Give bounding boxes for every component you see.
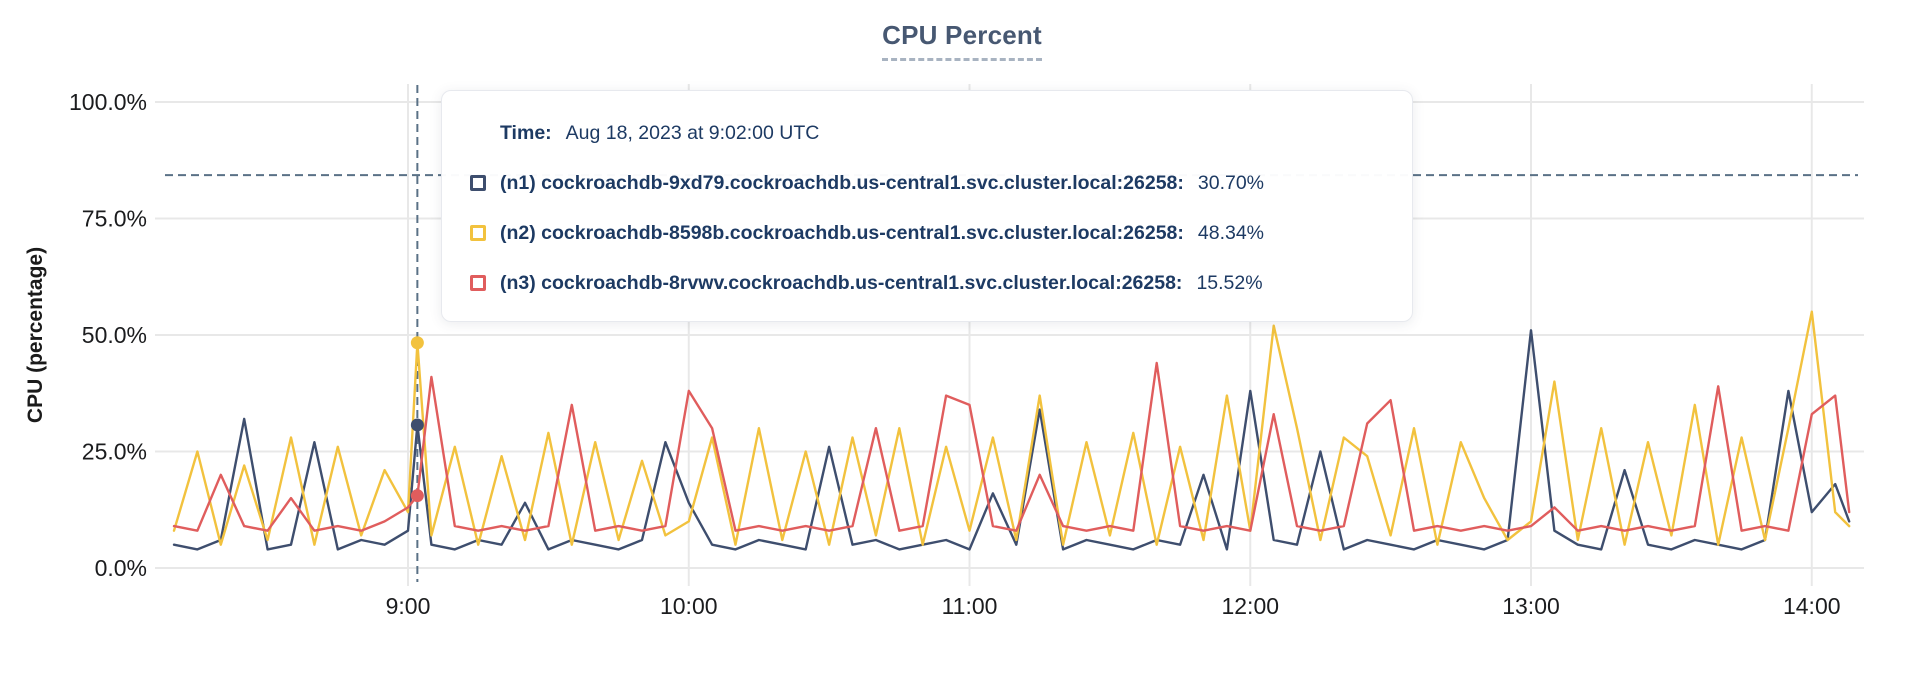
tooltip-time-row: Time: Aug 18, 2023 at 9:02:00 UTC	[500, 121, 1384, 145]
hover-dot-n1	[410, 418, 424, 432]
series-line-n2	[172, 310, 1851, 546]
series-swatch-icon	[470, 225, 486, 241]
tooltip-series-row-n3: (n3) cockroachdb-8rvwv.cockroachdb.us-ce…	[470, 271, 1384, 295]
tooltip-series-row-n2: (n2) cockroachdb-8598b.cockroachdb.us-ce…	[470, 221, 1384, 245]
tooltip-time-value: Aug 18, 2023 at 9:02:00 UTC	[565, 122, 820, 144]
y-axis-tick-label: 25.0%	[82, 439, 147, 465]
series-value: 15.52%	[1196, 272, 1263, 294]
x-axis-tick-label: 9:00	[386, 593, 431, 619]
hover-dot-n3	[410, 489, 424, 503]
series-swatch-icon	[470, 275, 486, 291]
series-swatch-icon	[470, 175, 486, 191]
x-axis-tick-label: 12:00	[1221, 593, 1279, 619]
x-axis-tick-label: 13:00	[1502, 593, 1560, 619]
chart-title: CPU Percent	[0, 20, 1924, 61]
series-label: (n3) cockroachdb-8rvwv.cockroachdb.us-ce…	[500, 272, 1183, 294]
tooltip-series-row-n1: (n1) cockroachdb-9xd79.cockroachdb.us-ce…	[470, 171, 1384, 195]
series-label: (n2) cockroachdb-8598b.cockroachdb.us-ce…	[500, 222, 1184, 244]
y-axis-tick-label: 100.0%	[69, 89, 147, 115]
x-axis-tick-label: 14:00	[1783, 593, 1841, 619]
series-line-n1	[172, 329, 1851, 551]
hover-dot-n2	[410, 336, 424, 350]
y-axis-tick-label: 50.0%	[82, 322, 147, 348]
x-axis-tick-label: 10:00	[660, 593, 718, 619]
series-label: (n1) cockroachdb-9xd79.cockroachdb.us-ce…	[500, 172, 1184, 194]
chart-title-text[interactable]: CPU Percent	[882, 20, 1042, 61]
series-line-n3	[172, 361, 1851, 532]
y-axis-title: CPU (percentage)	[24, 246, 47, 424]
hover-tooltip: Time: Aug 18, 2023 at 9:02:00 UTC (n1) c…	[441, 90, 1413, 322]
y-axis-tick-label: 0.0%	[95, 555, 147, 581]
x-axis-tick-label: 11:00	[942, 593, 998, 619]
series-value: 30.70%	[1197, 172, 1265, 194]
y-axis-tick-label: 75.0%	[82, 206, 147, 232]
tooltip-time-label: Time:	[500, 122, 552, 144]
series-value: 48.34%	[1197, 222, 1265, 244]
